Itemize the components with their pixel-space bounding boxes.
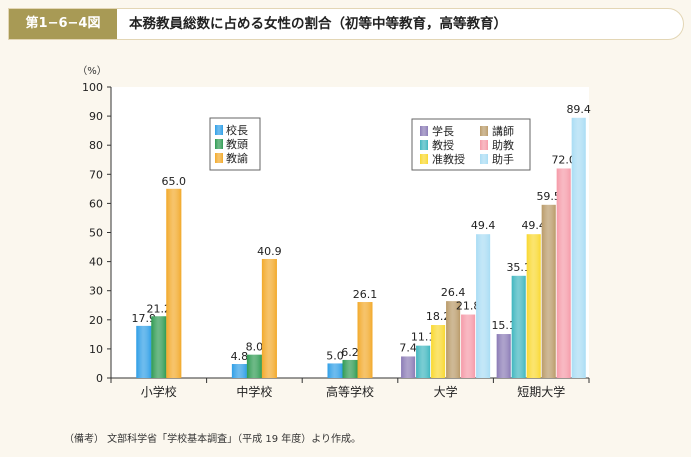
bar-highlight	[476, 234, 491, 378]
y-tick-label: 90	[89, 110, 103, 123]
data-label: 35.1	[506, 261, 531, 274]
y-tick-label: 10	[89, 343, 103, 356]
data-label: 49.4	[471, 219, 496, 232]
bar-highlight	[261, 258, 277, 378]
data-label: 5.0	[326, 349, 344, 362]
figure-title: 本務教員総数に占める女性の割合（初等中等教育，高等教育）	[129, 16, 507, 32]
bar-highlight	[571, 117, 586, 378]
y-tick-label: 60	[89, 197, 103, 210]
data-label: 4.8	[231, 350, 249, 363]
data-label: 15.1	[491, 319, 516, 332]
legend-swatch-highlight	[215, 139, 223, 149]
legend-swatch-highlight	[420, 126, 428, 136]
y-tick-label: 80	[89, 139, 103, 152]
y-tick-label: 100	[82, 81, 103, 94]
figure-header: 第1−6−4図 本務教員総数に占める女性の割合（初等中等教育，高等教育）	[8, 8, 684, 40]
legend-label: 学長	[432, 124, 454, 138]
legend-swatch-highlight	[480, 140, 488, 150]
bar-highlight	[416, 345, 431, 378]
bar-highlight	[446, 301, 461, 378]
bar-chart: （%） 0 10 20 30 40 50 60 70 80 90 100 17.921.2 65.0 小学校…	[77, 65, 591, 399]
bar-highlight	[357, 302, 373, 378]
bar-highlight	[401, 356, 416, 378]
data-label: 8.0	[246, 341, 264, 354]
legend-swatch-highlight	[420, 154, 428, 164]
bar-highlight	[541, 204, 556, 378]
data-label: 49.4	[521, 219, 546, 232]
legend-label: 講師	[492, 124, 514, 138]
x-tick-label: 中学校	[236, 384, 272, 399]
data-label: 59.5	[536, 190, 561, 203]
legend-swatch-highlight	[420, 140, 428, 150]
y-tick-label: 50	[89, 227, 103, 240]
bar-highlight	[496, 334, 511, 378]
legend-label: 助教	[492, 138, 514, 152]
y-tick-label: 20	[89, 314, 103, 327]
data-label: 21.2	[147, 302, 172, 315]
x-tick-label: 短期大学	[517, 384, 565, 399]
x-tick-label: 高等学校	[326, 384, 374, 399]
legend-label: 教諭	[226, 151, 248, 165]
data-label: 11.1	[411, 331, 436, 344]
bar-highlight	[511, 275, 526, 378]
y-tick-label: 0	[96, 372, 103, 385]
legend-label: 准教授	[432, 152, 465, 166]
data-label: 6.2	[341, 346, 359, 359]
x-tick-label: 大学	[434, 384, 458, 399]
source-note: （備考） 文部科学省「学校基本調査」（平成 19 年度）より作成。	[64, 434, 362, 445]
data-label: 21.8	[456, 300, 481, 313]
y-tick-label: 30	[89, 285, 103, 298]
legend-label: 教授	[432, 138, 454, 152]
data-label: 72.0	[551, 153, 576, 166]
bar-highlight	[461, 314, 476, 378]
data-label: 26.4	[441, 286, 466, 299]
data-label: 40.9	[257, 245, 282, 258]
bar-highlight	[231, 364, 247, 378]
legend-swatch-highlight	[215, 125, 223, 135]
bar-highlight	[342, 359, 358, 378]
y-tick-label: 40	[89, 256, 103, 269]
bar-highlight	[327, 363, 343, 378]
bar-highlight	[151, 316, 167, 378]
data-label: 89.4	[566, 103, 591, 116]
bar-highlight	[556, 168, 571, 378]
bar-highlight	[136, 325, 152, 378]
legend-label: 校長	[226, 123, 248, 137]
legend-swatch-highlight	[215, 153, 223, 163]
bar-highlight	[431, 325, 446, 378]
data-label: 18.2	[426, 310, 451, 323]
figure-label: 第1−6−4図	[9, 9, 117, 39]
legend-swatch-highlight	[480, 126, 488, 136]
data-label: 17.9	[132, 312, 157, 325]
data-label: 26.1	[353, 288, 378, 301]
legend-box-university	[411, 118, 531, 171]
y-tick-label: 70	[89, 168, 103, 181]
x-tick-label: 小学校	[141, 384, 177, 399]
legend-label: 助手	[492, 152, 514, 166]
bar-highlight	[246, 354, 262, 378]
y-unit-label: （%）	[77, 65, 107, 77]
data-label: 7.4	[399, 341, 417, 354]
bar-highlight	[526, 234, 541, 378]
legend-label: 教頭	[226, 138, 248, 151]
bar-highlight	[166, 188, 182, 378]
legend-swatch-highlight	[480, 154, 488, 164]
data-label: 65.0	[162, 175, 187, 188]
